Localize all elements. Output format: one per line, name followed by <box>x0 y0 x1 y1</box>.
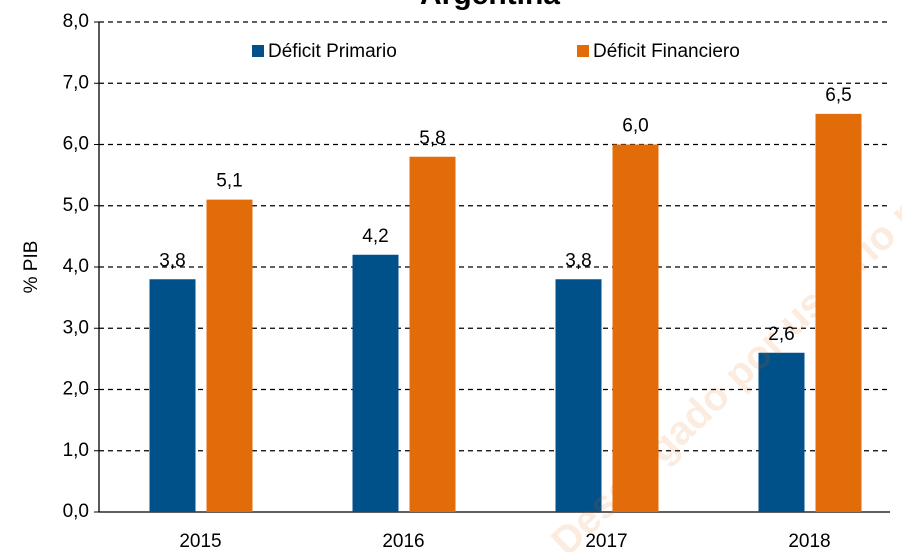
data-label: 4,2 <box>362 226 388 247</box>
x-tick-label: 2016 <box>382 531 424 552</box>
y-tick-label: 3,0 <box>63 317 89 338</box>
data-label: 3,8 <box>159 250 185 271</box>
data-label: 5,8 <box>419 128 445 149</box>
legend-swatch <box>252 45 264 57</box>
bar <box>758 352 805 512</box>
legend-label: Déficit Primario <box>268 41 397 62</box>
y-tick-label: 8,0 <box>63 11 89 32</box>
y-tick-label: 4,0 <box>63 256 89 277</box>
x-tick-label: 2015 <box>179 531 221 552</box>
legend-swatch <box>577 45 589 57</box>
data-label: 6,0 <box>622 116 648 137</box>
x-tick-label: 2018 <box>788 531 830 552</box>
y-tick-label: 7,0 <box>63 72 89 93</box>
data-label: 2,6 <box>768 324 794 345</box>
x-tick-label: 2017 <box>585 531 627 552</box>
legend-label: Déficit Financiero <box>593 41 740 62</box>
bar <box>815 113 862 512</box>
chart-title: Argentina <box>420 0 560 11</box>
data-label: 6,5 <box>825 85 851 106</box>
bar <box>409 156 456 512</box>
data-label: 3,8 <box>565 250 591 271</box>
y-tick-label: 5,0 <box>63 195 89 216</box>
bar <box>206 199 253 512</box>
y-tick-label: 6,0 <box>63 134 89 155</box>
data-label: 5,1 <box>216 171 242 192</box>
bar <box>149 279 196 512</box>
bar <box>555 279 602 512</box>
y-tick-label: 2,0 <box>63 379 89 400</box>
y-tick-label: 1,0 <box>63 440 89 461</box>
y-tick-label: 0,0 <box>63 501 89 522</box>
bar <box>352 254 399 512</box>
y-axis-label: % PIB <box>21 241 42 294</box>
bar <box>612 144 659 512</box>
